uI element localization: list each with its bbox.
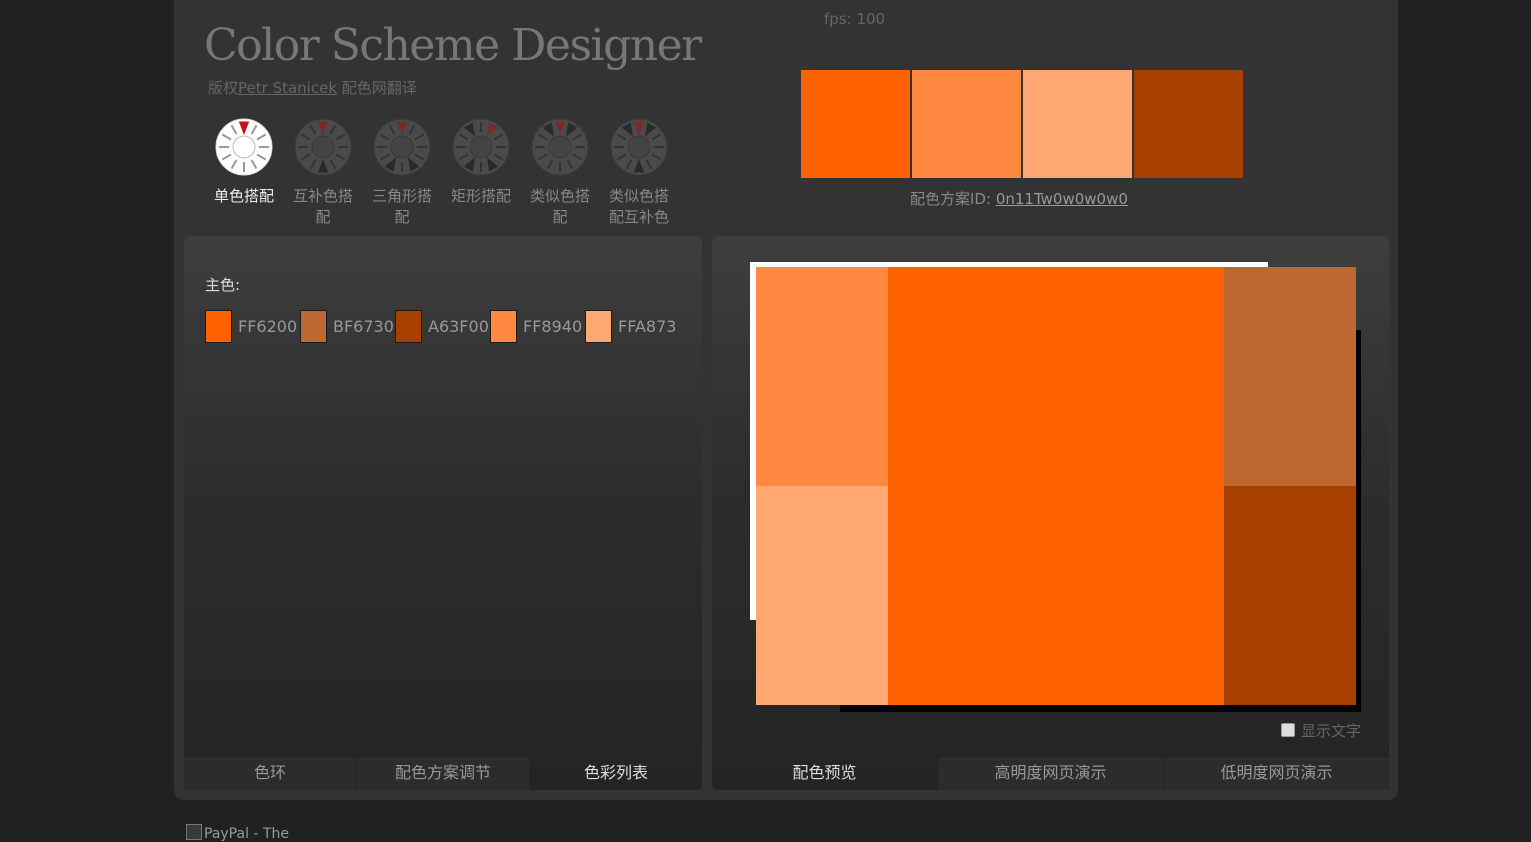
scheme-id-link[interactable]: 0n11Tw0w0w0w0 bbox=[995, 190, 1128, 208]
show-text-checkbox[interactable] bbox=[1280, 723, 1295, 737]
credit-line: 版权Petr Stanicek 配色网翻译 bbox=[208, 77, 417, 98]
palette-swatch-1 bbox=[801, 70, 910, 178]
left-panel-tabs: 色环 配色方案调节 色彩列表 bbox=[184, 756, 702, 790]
color-chip-swatch[interactable] bbox=[490, 310, 517, 343]
color-chip-hex: BF6730 bbox=[333, 317, 394, 336]
app-container: Color Scheme Designer 版权Petr Stanicek 配色… bbox=[174, 0, 1398, 800]
paypal-ad[interactable]: PayPal - The bbox=[186, 824, 289, 842]
complement-wheel-icon bbox=[294, 118, 352, 176]
scheme-option-3[interactable]: 三角形搭配 bbox=[370, 118, 434, 228]
preview-block-center bbox=[888, 267, 1224, 705]
scheme-id: 配色方案ID: 0n11Tw0w0w0w0 bbox=[910, 188, 1128, 209]
palette-swatch-3 bbox=[1023, 70, 1132, 178]
color-chip-swatch[interactable] bbox=[300, 310, 327, 343]
color-chip-swatch[interactable] bbox=[205, 310, 232, 343]
analogic-wheel-icon bbox=[531, 118, 589, 176]
tetrad-wheel-icon bbox=[452, 118, 510, 176]
main-color-label: 主色: bbox=[205, 276, 241, 294]
paypal-ad-alt: PayPal - The bbox=[204, 826, 289, 842]
scheme-id-label: 配色方案ID: bbox=[910, 190, 992, 208]
scheme-option-label: 矩形搭配 bbox=[450, 187, 511, 205]
scheme-option-label: 三角形搭配 bbox=[371, 187, 432, 226]
mono-wheel-icon bbox=[215, 118, 273, 176]
fps-counter: fps: 100 bbox=[824, 10, 886, 28]
left-panel-tab-1[interactable]: 色环 bbox=[184, 756, 357, 790]
translation-credit: 配色网翻译 bbox=[341, 79, 417, 97]
scheme-option-label: 单色搭配 bbox=[213, 187, 274, 205]
app-logo: Color Scheme Designer bbox=[204, 20, 702, 71]
scheme-option-2[interactable]: 互补色搭配 bbox=[291, 118, 355, 228]
credit-prefix: 版权 bbox=[208, 79, 239, 97]
color-chip-hex: FF6200 bbox=[238, 317, 298, 336]
preview-block-bottom-right bbox=[1224, 486, 1356, 705]
left-panel-tab-2[interactable]: 配色方案调节 bbox=[357, 756, 530, 790]
preview-block-top-left bbox=[756, 267, 888, 486]
scheme-option-6[interactable]: 类似色搭配互补色 bbox=[607, 118, 671, 228]
right-panel-tab-1[interactable]: 配色预览 bbox=[712, 756, 938, 790]
color-chip-hex: FF8940 bbox=[523, 317, 583, 336]
preview-block-bottom-left bbox=[756, 486, 888, 705]
right-panel-tabs: 配色预览 高明度网页演示 低明度网页演示 bbox=[712, 756, 1389, 790]
left-panel-tab-3[interactable]: 色彩列表 bbox=[583, 763, 648, 782]
accented-analogic-wheel-icon bbox=[610, 118, 668, 176]
color-chip-swatch[interactable] bbox=[585, 310, 612, 343]
scheme-option-label: 类似色搭配 bbox=[529, 187, 590, 226]
scheme-option-1[interactable]: 单色搭配 bbox=[212, 118, 276, 207]
palette-swatch-2 bbox=[912, 70, 1021, 178]
broken-image-icon bbox=[186, 824, 202, 840]
preview-panel: 显示文字 配色预览 高明度网页演示 低明度网页演示 bbox=[712, 236, 1389, 790]
right-panel-tab-2[interactable]: 高明度网页演示 bbox=[938, 756, 1164, 790]
color-chip-swatch[interactable] bbox=[395, 310, 422, 343]
scheme-option-4[interactable]: 矩形搭配 bbox=[449, 118, 513, 207]
triad-wheel-icon bbox=[373, 118, 431, 176]
color-list-panel: 主色: FF6200 BF6730 A63F00 FF8940 FFA873 色环 配色方… bbox=[184, 236, 702, 790]
author-link[interactable]: Petr Stanicek bbox=[238, 79, 338, 97]
scheme-option-label: 互补色搭配 bbox=[292, 187, 353, 226]
scheme-option-5[interactable]: 类似色搭配 bbox=[528, 118, 592, 228]
show-text-toggle[interactable]: 显示文字 bbox=[1280, 720, 1361, 741]
scheme-preview bbox=[748, 262, 1372, 718]
show-text-label: 显示文字 bbox=[1300, 722, 1361, 740]
color-chip-hex: FFA873 bbox=[618, 317, 677, 336]
palette-swatch-4 bbox=[1134, 70, 1243, 178]
color-chip-hex: A63F00 bbox=[428, 317, 489, 336]
right-panel-tab-3[interactable]: 低明度网页演示 bbox=[1164, 756, 1389, 790]
scheme-option-label: 类似色搭配互补色 bbox=[608, 187, 669, 226]
preview-block-top-right bbox=[1224, 267, 1356, 486]
